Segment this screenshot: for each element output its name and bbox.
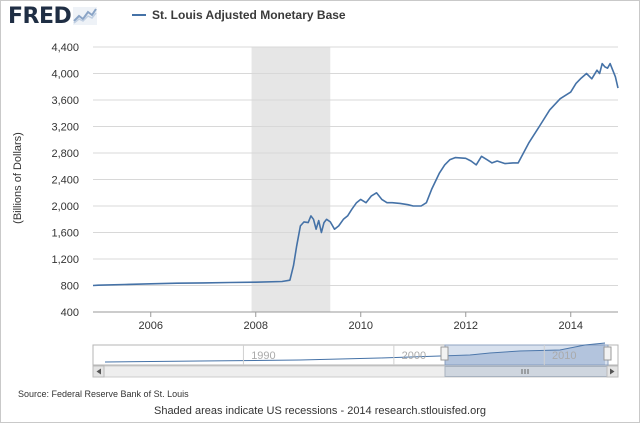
- y-tick-label: 4,000: [51, 69, 79, 81]
- y-axis-label: (Billions of Dollars): [12, 132, 24, 224]
- x-tick-label: 2014: [559, 320, 583, 332]
- trend-line-icon: [73, 7, 98, 25]
- navigator-tick-label: 2000: [402, 350, 426, 362]
- scrollbar-thumb[interactable]: [444, 366, 608, 377]
- y-tick-label: 2,000: [51, 201, 79, 213]
- y-tick-label: 400: [61, 307, 79, 319]
- scrollbar-grip-icon: [521, 369, 529, 374]
- navigator-series-line: [104, 342, 606, 363]
- range-navigator[interactable]: 1990 2000 2010: [92, 342, 619, 366]
- y-tick-label: 4,400: [51, 42, 79, 54]
- y-tick-label: 2,400: [51, 175, 79, 187]
- scroll-left-arrow-icon: [96, 368, 101, 375]
- series-line: [92, 62, 619, 287]
- x-tick-label: 2012: [454, 320, 478, 332]
- navigator-tick-label: 1990: [251, 350, 275, 362]
- legend-label: St. Louis Adjusted Monetary Base: [152, 8, 346, 22]
- y-tick-label: 3,600: [51, 95, 79, 107]
- y-tick-label: 2,800: [51, 148, 79, 160]
- y-tick-label: 1,600: [51, 228, 79, 240]
- recession-note: Shaded areas indicate US recessions - 20…: [153, 405, 487, 417]
- horizontal-scrollbar[interactable]: [92, 365, 619, 378]
- navigator-tick-label: 2010: [552, 350, 576, 362]
- y-tick-label: 1,200: [51, 254, 79, 266]
- fred-logo[interactable]: FRED: [8, 3, 98, 29]
- chart-legend[interactable]: St. Louis Adjusted Monetary Base: [132, 8, 346, 22]
- y-tick-label: 800: [61, 281, 79, 293]
- navigator-track: [92, 344, 619, 366]
- y-tick-label: 3,200: [51, 122, 79, 134]
- logo-text: FRED: [8, 3, 72, 29]
- x-tick-label: 2010: [349, 320, 373, 332]
- navigator-handle-left[interactable]: [440, 346, 449, 361]
- source-note: Source: Federal Reserve Bank of St. Loui…: [18, 389, 189, 399]
- navigator-series-area: [445, 343, 605, 365]
- x-tick-label: 2008: [244, 320, 268, 332]
- navigator-handle-right[interactable]: [603, 346, 612, 361]
- legend-swatch: [132, 14, 146, 16]
- x-tick-label: 2006: [139, 320, 163, 332]
- scroll-right-arrow-icon: [610, 368, 615, 375]
